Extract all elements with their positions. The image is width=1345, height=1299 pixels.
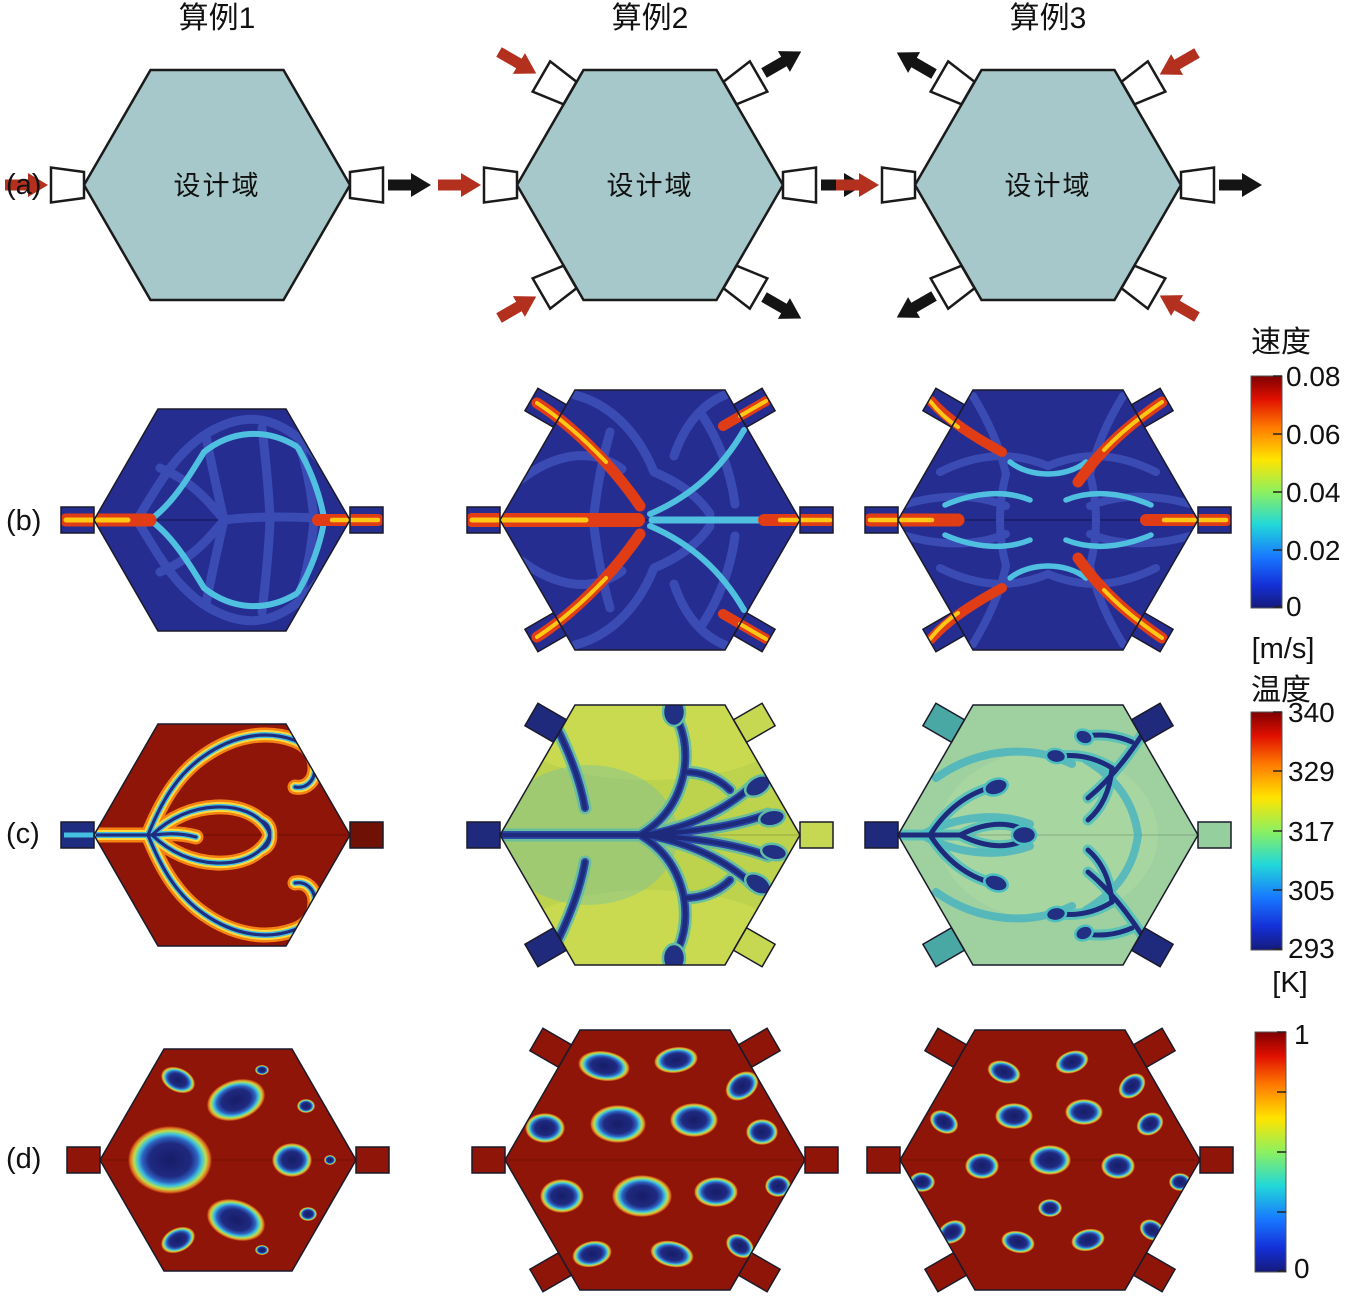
colorbar-material <box>1254 1031 1287 1273</box>
material-field-case1 <box>66 1048 390 1272</box>
velocity-tick-0-08: 0.08 <box>1286 361 1341 392</box>
flow-port <box>1179 166 1216 204</box>
inlet-arrow <box>1153 285 1203 328</box>
row-c-temperature-fields <box>60 702 1232 968</box>
flow-port <box>482 166 519 204</box>
temperature-tick-305: 305 <box>1288 875 1335 906</box>
temperature-colorbar-title: 温度 <box>1251 674 1311 707</box>
flow-port <box>348 166 385 204</box>
velocity-tick-0-06: 0.06 <box>1286 419 1341 450</box>
velocity-colorbar-unit: [m/s] <box>1252 633 1315 665</box>
flow-port <box>781 166 818 204</box>
material-tick-0: 0 <box>1294 1253 1310 1284</box>
outlet-arrow <box>758 41 808 84</box>
design-domain-label: 设计域 <box>174 171 261 201</box>
velocity-colorbar-title: 速度 <box>1251 326 1311 359</box>
panel-a-case1 <box>5 68 431 302</box>
row-d-material-fields <box>66 1027 1234 1293</box>
temperature-colorbar-unit: [K] <box>1272 967 1307 999</box>
flow-port <box>880 166 917 204</box>
colorbar-velocity <box>1250 375 1283 609</box>
material-tick-1: 1 <box>1294 1019 1310 1050</box>
temperature-field-case3 <box>864 702 1232 968</box>
row-b-velocity-fields <box>60 387 1232 653</box>
column-header-case1: 算例1 <box>179 2 256 35</box>
outlet-arrow <box>890 285 940 328</box>
material-field-case3 <box>866 1027 1234 1293</box>
temperature-field-case2 <box>466 702 834 968</box>
labels: 算例1 算例2 算例3 (a) (b) (c) (d) 设计域 设计域 设计域 … <box>6 2 1341 1284</box>
outlet-arrow <box>758 286 808 329</box>
temperature-tick-317: 317 <box>1288 816 1335 847</box>
panel-a-case3 <box>836 42 1262 328</box>
row-label-c: (c) <box>6 818 40 850</box>
temperature-tick-329: 329 <box>1288 756 1335 787</box>
inlet-arrow <box>438 173 481 197</box>
inlet-arrow <box>836 173 879 197</box>
inlet-arrow <box>493 286 543 329</box>
velocity-tick-0-02: 0.02 <box>1286 535 1341 566</box>
velocity-tick-0: 0 <box>1286 591 1302 622</box>
flow-port <box>49 166 86 204</box>
inlet-arrow <box>1153 42 1203 85</box>
row-a-schematics <box>5 41 1262 329</box>
velocity-field-case3 <box>864 387 1232 653</box>
velocity-field-case1 <box>60 408 384 632</box>
inlet-arrow <box>493 41 543 84</box>
outlet-arrow <box>388 173 431 197</box>
temperature-tick-340: 340 <box>1288 697 1335 728</box>
column-header-case2: 算例2 <box>612 2 689 35</box>
row-label-d: (d) <box>6 1143 41 1175</box>
panel-a-case2 <box>438 41 864 329</box>
column-header-case3: 算例3 <box>1010 2 1087 35</box>
design-domain-label: 设计域 <box>607 171 694 201</box>
temperature-tick-293: 293 <box>1288 933 1335 964</box>
temperature-field-case1 <box>60 723 384 947</box>
material-field-case2 <box>471 1027 839 1293</box>
velocity-tick-0-04: 0.04 <box>1286 477 1341 508</box>
row-label-a: (a) <box>6 169 41 201</box>
velocity-field-case2 <box>466 387 834 653</box>
outlet-arrow <box>1219 173 1262 197</box>
outlet-arrow <box>890 42 940 85</box>
design-domain-label: 设计域 <box>1005 171 1092 201</box>
colorbars <box>1250 375 1287 1273</box>
row-label-b: (b) <box>6 505 41 537</box>
colorbar-temperature <box>1250 711 1283 951</box>
